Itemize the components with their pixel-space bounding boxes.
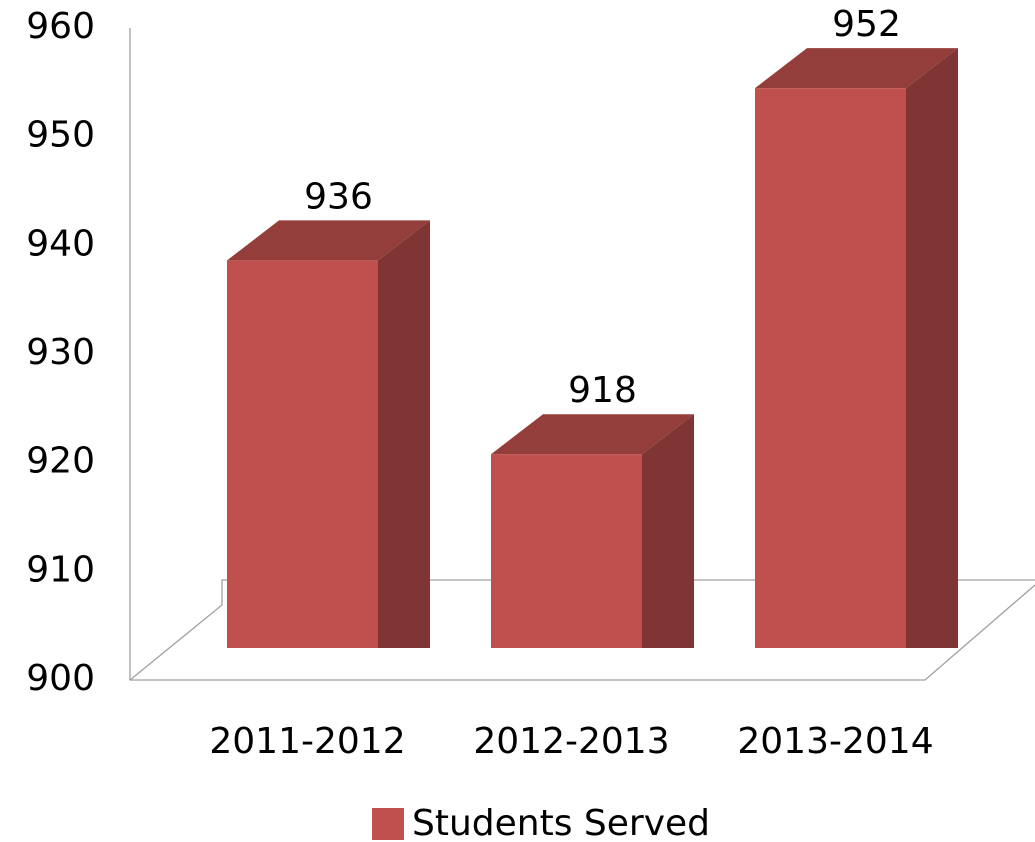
bar [491, 454, 642, 648]
bar-top [491, 414, 694, 455]
bar-side [642, 414, 694, 648]
bar-top [755, 48, 958, 89]
y-tick-label: 930 [26, 332, 95, 373]
y-tick-label: 900 [26, 658, 95, 699]
bar [227, 260, 378, 648]
y-tick-label: 950 [26, 115, 95, 156]
legend-label: Students Served [412, 803, 710, 842]
y-tick-label: 940 [26, 223, 95, 264]
y-tick-label: 910 [26, 549, 95, 590]
data-label: 952 [832, 4, 901, 45]
legend-swatch [372, 808, 404, 840]
bar-top [227, 220, 430, 261]
bar-side [906, 48, 958, 648]
bar [755, 88, 906, 649]
axis-frame [129, 28, 1035, 681]
data-label: 936 [304, 176, 373, 217]
x-tick-label: 2013-2014 [737, 721, 933, 762]
x-tick-label: 2011-2012 [209, 721, 405, 762]
bar-side [378, 220, 430, 648]
x-tick-label: 2012-2013 [473, 721, 669, 762]
y-tick-label: 920 [26, 441, 95, 482]
y-tick-label: 960 [26, 6, 95, 47]
data-label: 918 [568, 370, 637, 411]
